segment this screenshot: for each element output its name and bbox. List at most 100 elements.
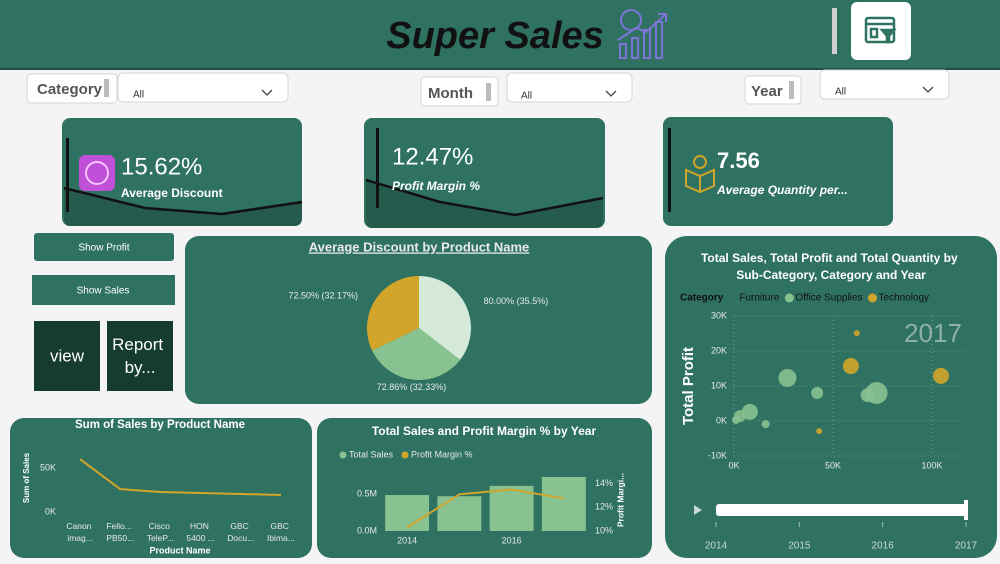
- chart-title: Total Sales, Total Profit and Total Quan…: [701, 251, 961, 282]
- button-label: Report by...: [112, 335, 168, 377]
- slicer-label-box: [420, 76, 499, 107]
- data-label: 72.50% (32.17%): [288, 290, 358, 300]
- data-label: 72.86% (32.33%): [377, 382, 447, 392]
- slicer-year: Year All: [744, 69, 950, 105]
- y-axis-title: Total Profit: [680, 347, 697, 425]
- button[interactable]: [32, 275, 175, 305]
- x-tick-label: 50K: [825, 460, 841, 470]
- header-title: Super Sales: [386, 15, 604, 57]
- play-axis-label: 2017: [955, 541, 978, 552]
- pie-slice: [366, 276, 419, 351]
- slicer-month: Month All: [420, 72, 633, 107]
- kpi-card: 7.56 Average Quantity per...: [663, 117, 893, 226]
- button[interactable]: [107, 321, 173, 391]
- slicer-label-box: [744, 75, 802, 105]
- bar: [437, 496, 482, 531]
- play-track: [716, 504, 966, 516]
- bubble: [842, 358, 859, 375]
- bar: [541, 476, 586, 531]
- slicer-value: All: [521, 91, 532, 102]
- slicer-category: Category All: [26, 72, 289, 104]
- slicer-dropdown[interactable]: [506, 72, 633, 103]
- bubble: [853, 330, 860, 337]
- legend-label: Total Sales: [349, 449, 394, 459]
- kpi-card: 15.62% Average Discount: [62, 118, 303, 226]
- y-axis-title: Sum of Sales: [22, 452, 31, 503]
- slicer-value: All: [133, 90, 144, 101]
- pie-slice: [372, 328, 461, 380]
- slicer-marker: [789, 81, 794, 99]
- x-tick-label: 2014: [397, 535, 417, 545]
- play-axis-label: 2014: [705, 541, 728, 552]
- card-bg: [62, 118, 302, 226]
- header-border: [0, 68, 1000, 70]
- chevron: [605, 90, 617, 97]
- play-handle: [964, 500, 968, 520]
- x-tick-label: Canon imag...: [66, 521, 93, 543]
- x-tick-label: Fello... PB50...: [106, 521, 134, 543]
- legend-marker: [728, 293, 738, 303]
- slicer-label-box: [26, 73, 118, 104]
- sparkline: [365, 178, 604, 217]
- line: [406, 488, 565, 529]
- legend-label: Profit Margin %: [411, 449, 473, 459]
- kpi-icon: [685, 155, 715, 194]
- kpi-label: Average Quantity per...: [716, 183, 848, 197]
- chart-title: Total Sales and Profit Margin % by Year: [372, 424, 597, 438]
- legend-label: Office Supplies: [795, 293, 862, 304]
- pie-slice: [419, 276, 472, 360]
- filter-icon: [864, 16, 897, 44]
- kpi-label: Profit Margin %: [392, 179, 480, 193]
- y2-tick-label: 10%: [595, 525, 613, 535]
- x-tick-label: HON 5400 ...: [186, 521, 214, 543]
- y-tick-label: 0.0M: [357, 525, 377, 535]
- accent-bar: [376, 128, 379, 208]
- sparkline-area: [64, 188, 302, 226]
- x-tick-label: 100K: [922, 460, 943, 470]
- play-axis-label: 2015: [788, 541, 811, 552]
- y2-tick-label: 14%: [595, 478, 613, 488]
- bubble: [731, 415, 740, 424]
- button-label: Show Sales: [77, 286, 130, 297]
- legend-marker: [867, 293, 877, 303]
- kpi-value: 7.56: [717, 148, 760, 173]
- slicer-marker: [104, 79, 109, 97]
- header-icon: [617, 9, 667, 59]
- y-tick-label: 30K: [711, 310, 727, 320]
- kpi-icon: [79, 155, 115, 191]
- y-tick-label: 0.5M: [357, 488, 377, 498]
- y-tick-label: 0K: [716, 415, 727, 425]
- kpi-value: 12.47%: [392, 143, 473, 170]
- bubble: [761, 420, 770, 429]
- legend-marker: [401, 451, 409, 459]
- line-panel: [10, 418, 312, 558]
- button-label: Show Profit: [78, 243, 129, 254]
- bar: [489, 485, 534, 531]
- x-axis-title: Product Name: [149, 545, 210, 555]
- accent-bar: [66, 138, 69, 212]
- kpi-label: Average Discount: [121, 186, 223, 200]
- sparkline-area: [366, 180, 603, 228]
- y-tick-label: 50K: [40, 462, 56, 472]
- y-tick-label: -10K: [708, 450, 727, 460]
- line: [79, 458, 281, 497]
- filter-button[interactable]: [851, 2, 911, 60]
- y-tick-label: 0K: [45, 506, 56, 516]
- legend-marker: [784, 293, 794, 303]
- slicer-dropdown[interactable]: [819, 69, 950, 100]
- legend-title: Category: [680, 293, 724, 304]
- x-tick-label: 0K: [728, 460, 739, 470]
- accent-bar: [668, 128, 671, 212]
- slicer-dropdown[interactable]: [117, 72, 289, 103]
- button[interactable]: [34, 321, 100, 391]
- slicer-label: Month: [428, 85, 473, 102]
- button[interactable]: [34, 233, 174, 261]
- bubble: [811, 387, 824, 399]
- slicer-marker: [486, 83, 491, 101]
- legend-label: Technology: [878, 293, 929, 304]
- bubble: [860, 388, 875, 403]
- slicer-label: Category: [37, 81, 103, 98]
- chevron: [261, 89, 273, 96]
- data-label: 80.00% (35.5%): [484, 296, 549, 306]
